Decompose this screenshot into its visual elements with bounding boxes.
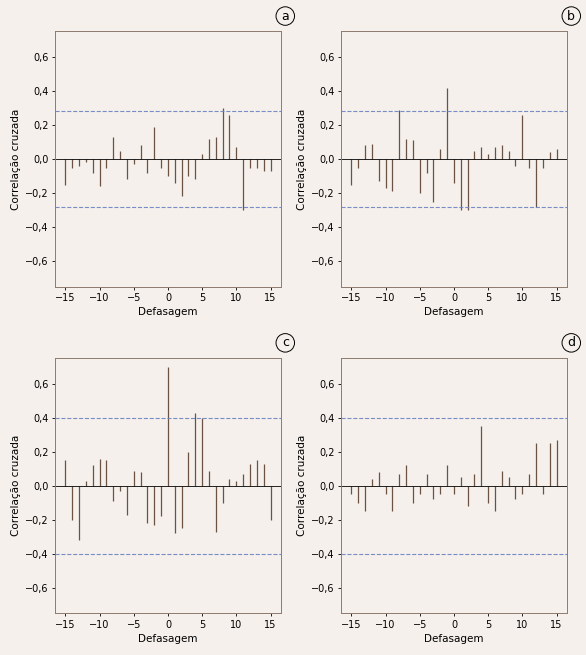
Text: d: d [567, 337, 575, 349]
X-axis label: Defasagem: Defasagem [138, 307, 197, 317]
Text: a: a [281, 10, 289, 22]
Text: b: b [567, 10, 575, 22]
Text: c: c [282, 337, 289, 349]
X-axis label: Defasagem: Defasagem [424, 634, 483, 644]
Y-axis label: Correlação cruzada: Correlação cruzada [297, 435, 307, 536]
X-axis label: Defasagem: Defasagem [138, 634, 197, 644]
Y-axis label: Correlação cruzada: Correlação cruzada [11, 108, 21, 210]
Y-axis label: Correlação cruzada: Correlação cruzada [297, 108, 307, 210]
Y-axis label: Correlação cruzada: Correlação cruzada [11, 435, 21, 536]
X-axis label: Defasagem: Defasagem [424, 307, 483, 317]
